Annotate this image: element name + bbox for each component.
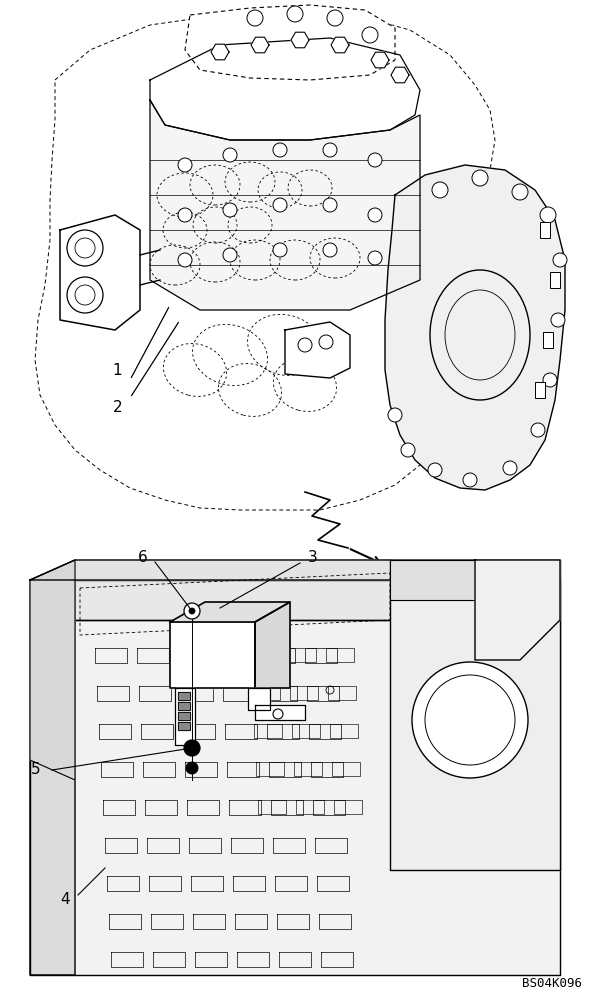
Text: BS04K096: BS04K096 [522,977,582,990]
Circle shape [186,762,198,774]
Circle shape [428,463,442,477]
Circle shape [223,248,237,262]
Circle shape [368,208,382,222]
Circle shape [223,203,237,217]
Text: 2: 2 [112,400,122,415]
Polygon shape [178,702,190,710]
Polygon shape [331,37,349,53]
Circle shape [531,423,545,437]
Circle shape [287,6,303,22]
Circle shape [551,313,565,327]
Polygon shape [371,52,389,68]
Circle shape [178,158,192,172]
Polygon shape [385,165,565,490]
Circle shape [178,253,192,267]
Circle shape [553,253,567,267]
Polygon shape [178,712,190,720]
Circle shape [401,443,415,457]
Circle shape [323,143,337,157]
Polygon shape [30,580,560,620]
Polygon shape [255,602,290,688]
Circle shape [247,10,263,26]
Polygon shape [390,560,560,870]
Polygon shape [30,560,560,580]
Bar [535,382,545,398]
Polygon shape [251,37,269,53]
Text: 5: 5 [30,762,40,778]
Circle shape [323,198,337,212]
Polygon shape [170,622,255,688]
Polygon shape [60,215,140,330]
Circle shape [223,148,237,162]
Circle shape [273,198,287,212]
Circle shape [368,251,382,265]
Circle shape [540,207,556,223]
Bar [540,222,550,238]
Polygon shape [285,322,350,378]
Polygon shape [390,560,560,600]
Circle shape [362,27,378,43]
Circle shape [273,143,287,157]
Bar [543,332,553,348]
Circle shape [178,208,192,222]
Polygon shape [170,602,290,622]
Polygon shape [255,705,305,720]
Circle shape [327,10,343,26]
Circle shape [184,740,200,756]
Polygon shape [305,492,348,548]
Polygon shape [30,560,75,780]
Polygon shape [178,692,190,700]
Polygon shape [391,67,409,83]
Polygon shape [30,620,560,975]
Polygon shape [475,560,560,660]
Polygon shape [175,688,195,745]
Circle shape [184,603,200,619]
Bar [550,272,560,288]
Circle shape [432,182,448,198]
Text: 1: 1 [112,363,122,378]
Circle shape [512,184,528,200]
Polygon shape [185,5,395,80]
Circle shape [388,408,402,422]
Circle shape [463,473,477,487]
Circle shape [273,243,287,257]
Polygon shape [211,44,229,60]
Text: 6: 6 [139,550,148,564]
Polygon shape [178,722,190,730]
Circle shape [543,373,557,387]
Polygon shape [150,38,420,140]
Polygon shape [291,32,309,48]
Polygon shape [248,688,270,710]
Circle shape [503,461,517,475]
Circle shape [472,170,488,186]
Circle shape [412,662,528,778]
Polygon shape [150,100,420,310]
Text: 4: 4 [60,892,70,908]
Circle shape [323,243,337,257]
Circle shape [189,608,195,614]
Text: 3: 3 [308,550,318,566]
Polygon shape [30,560,75,975]
Circle shape [368,153,382,167]
